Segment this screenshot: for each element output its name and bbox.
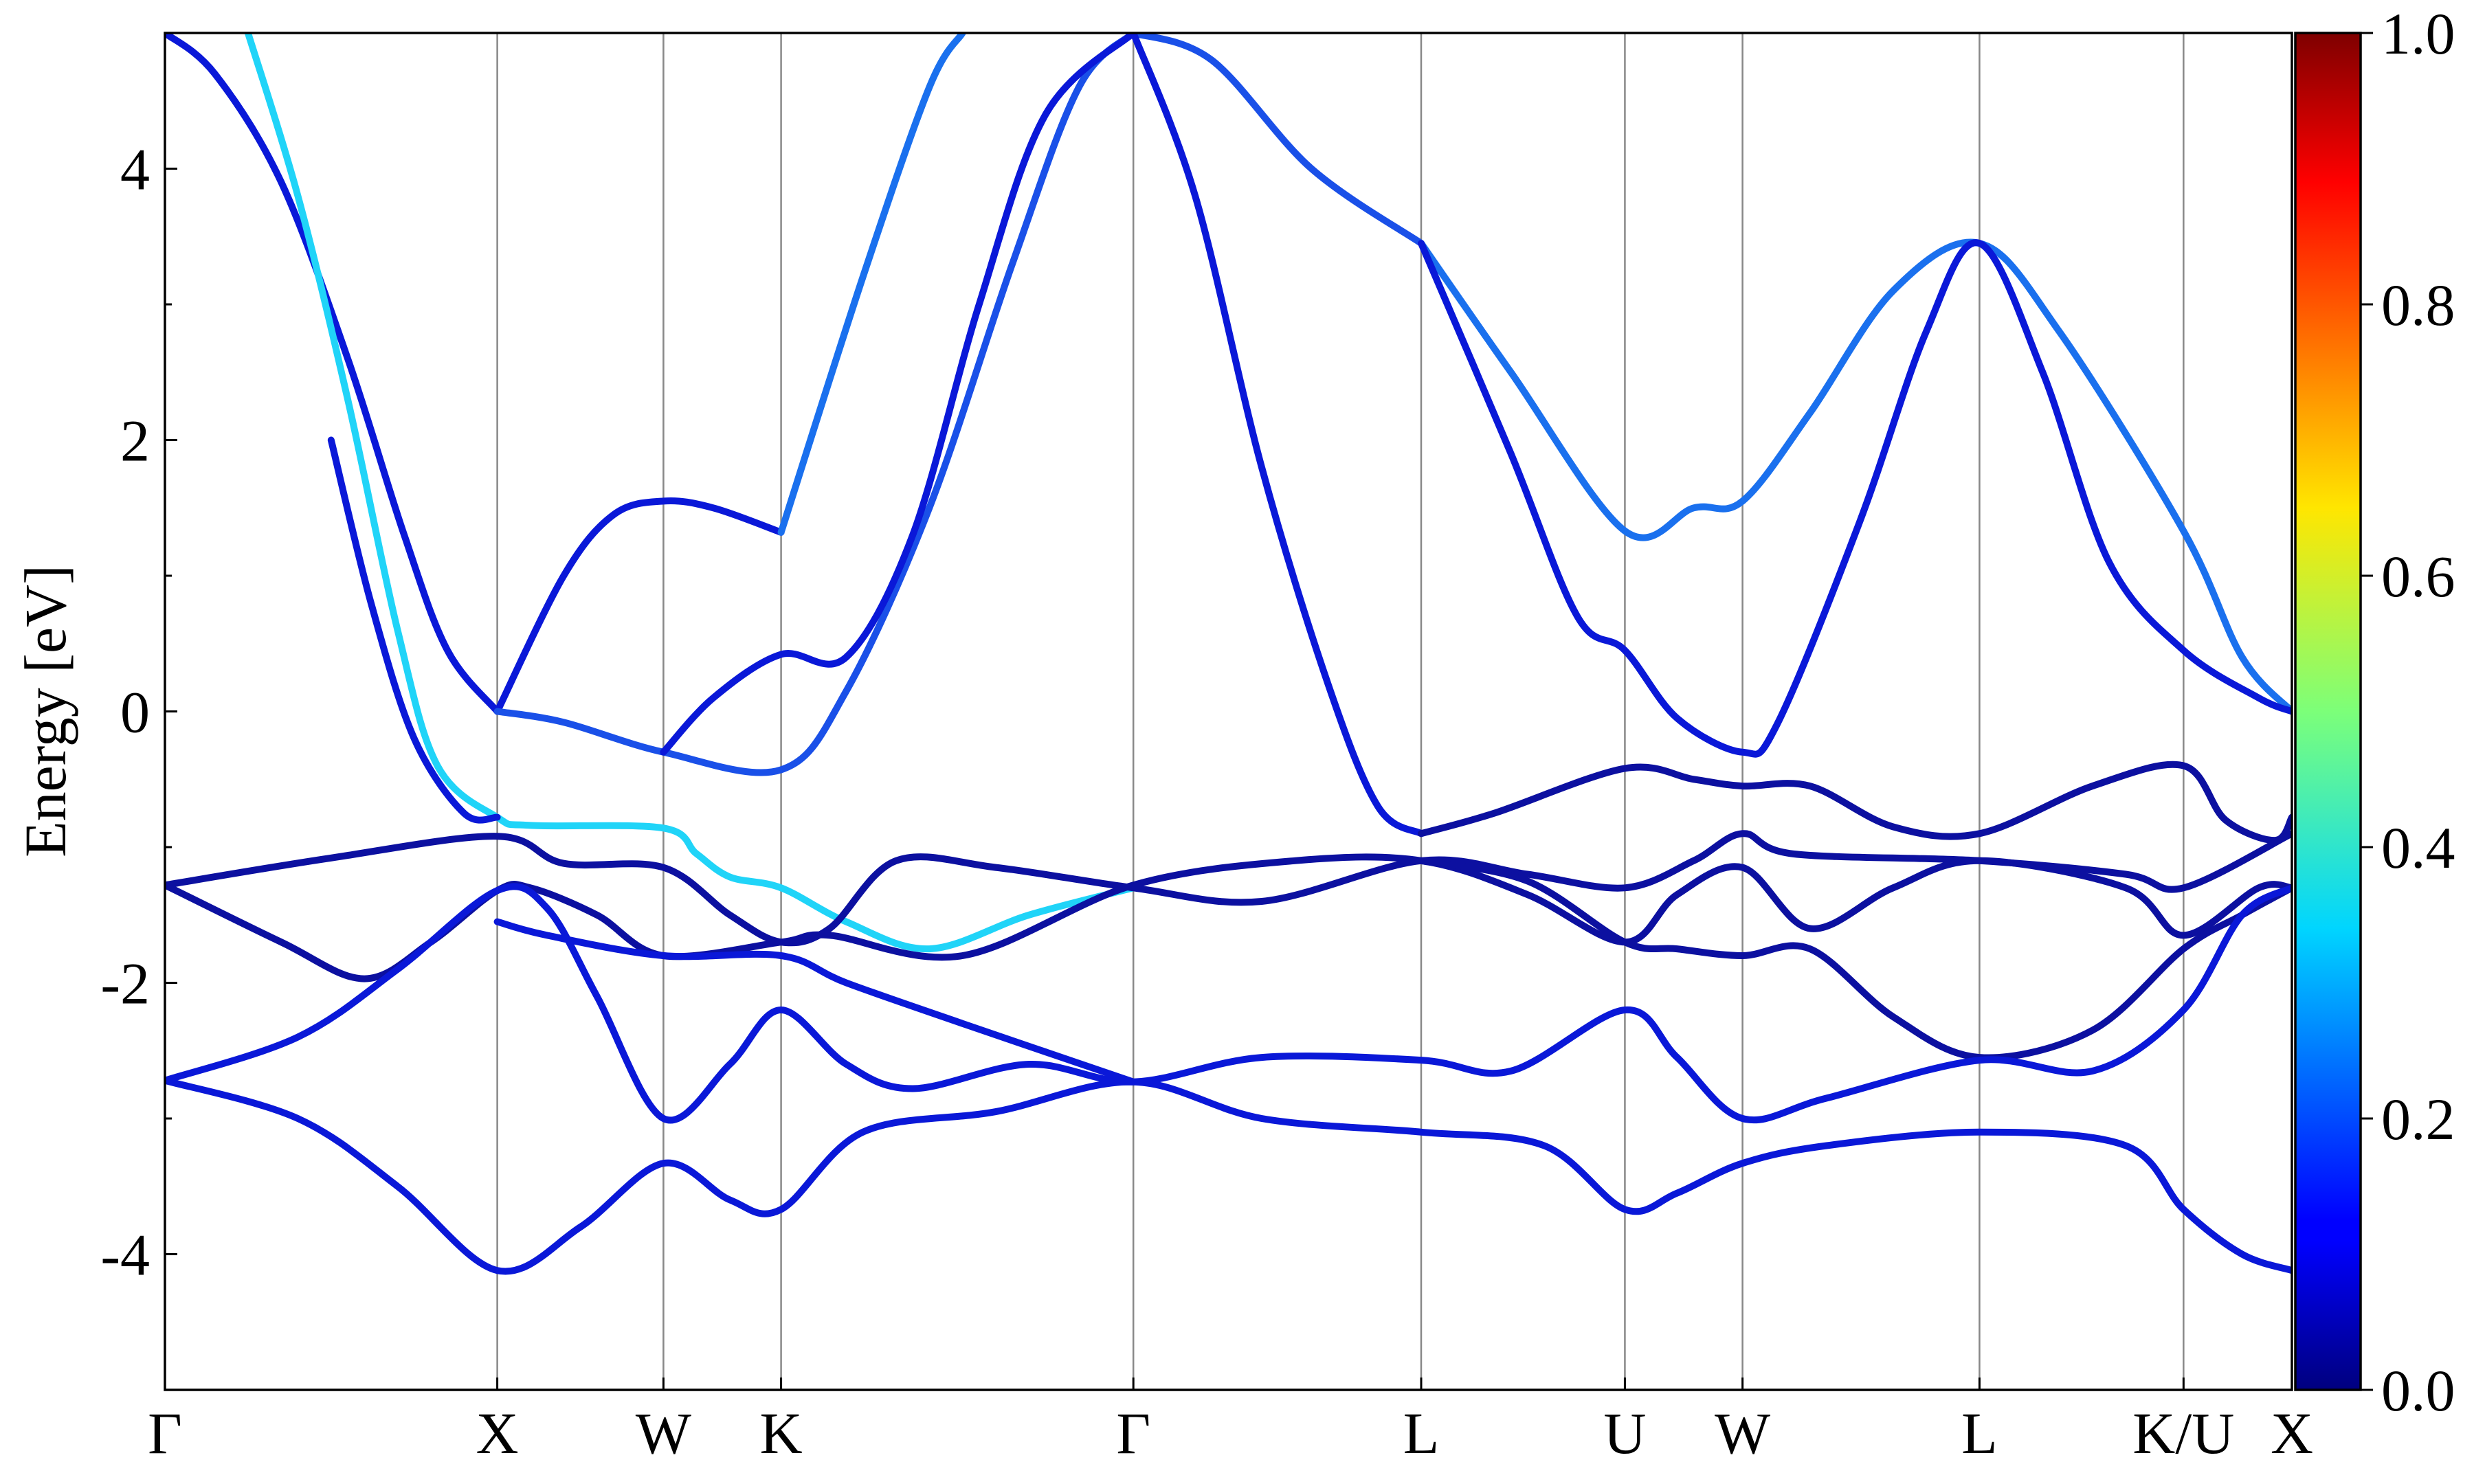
colorbar-tick-label: 1.0 [2381,1,2455,67]
colorbar-tick-label: 0.4 [2381,815,2455,881]
colorbar-tick-label: 0.8 [2381,272,2455,338]
x-tick-label: L [1403,1400,1440,1466]
x-tick-label: K [760,1400,803,1466]
band-line [165,853,2292,982]
y-axis-label: Energy [eV] [12,565,78,857]
band-line [1418,238,2292,715]
x-tick-label: Γ [1116,1400,1150,1466]
kpoint-separators [496,33,2185,1390]
band-line [327,436,501,824]
band-line [660,33,1137,756]
band-line [1418,857,2292,1061]
band-line [165,883,2292,1124]
band-line [244,33,1137,953]
y-tick-label: 2 [120,408,150,474]
band-lines [165,33,2292,1275]
band-line [777,33,966,536]
x-tick-label: U [1603,1400,1646,1466]
band-line [493,33,1137,776]
x-tick-label: X [2271,1400,2313,1466]
band-line [493,918,1137,1086]
colorbar-tick-label: 0.0 [2381,1358,2455,1424]
plot-frame [164,32,2293,1391]
colorbar-tick-label: 0.6 [2381,543,2455,609]
band-line [165,830,2292,947]
colorbar-gradient [2294,32,2362,1391]
x-tick-label: W [636,1400,691,1466]
colorbar-tick-label: 0.2 [2381,1086,2455,1152]
y-tick-label: 0 [120,679,150,745]
band-line [1418,761,2292,844]
x-tick-label: W [1715,1400,1770,1466]
band-line [1418,239,2292,758]
band-line [493,497,785,715]
band-line [165,33,501,715]
band-line [1130,33,1425,247]
x-tick-label: Γ [148,1400,182,1466]
y-axis: -4 -2 0 2 4 [100,32,177,1391]
band-line [165,1077,2292,1275]
y-tick-label: 4 [120,137,150,203]
x-tick-label: L [1961,1400,1998,1466]
y-tick-label: -4 [100,1222,150,1288]
band-line [1130,33,1425,837]
x-tick-label: K/U [2132,1400,2234,1466]
x-axis: Γ X W K Γ L U W L K/U X [148,1378,2313,1466]
x-tick-label: X [476,1400,519,1466]
y-tick-label: -2 [100,951,150,1017]
colorbar: 0.0 0.2 0.4 0.6 0.8 1.0 [2294,1,2455,1424]
